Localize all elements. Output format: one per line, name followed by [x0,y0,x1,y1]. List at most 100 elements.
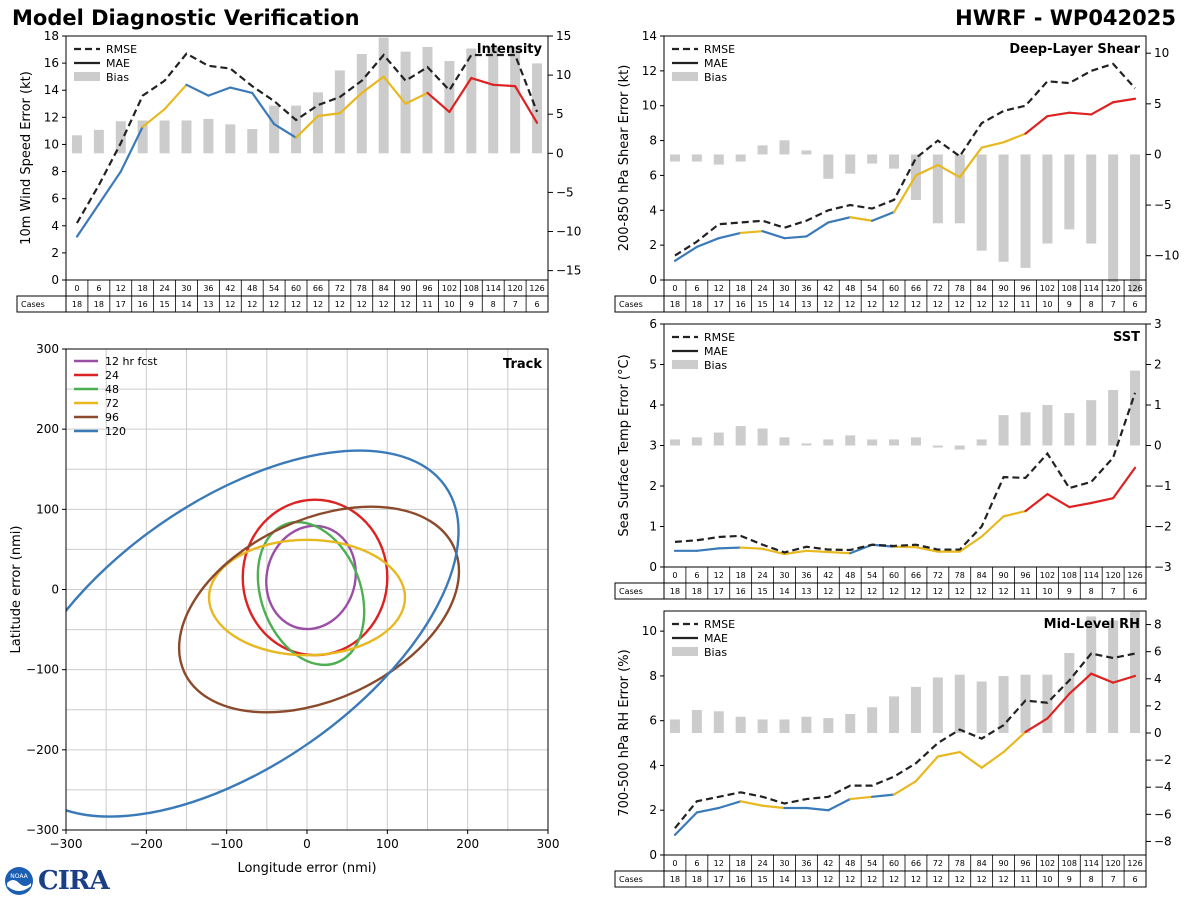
shear-table-case: 12 [845,300,855,309]
shear-table-case: 10 [1042,300,1052,309]
model-storm-title: HWRF - WP042025 [955,6,1176,30]
rh-bias-bar [845,714,856,733]
intensity-mae-segment [338,91,363,115]
shear-table-hour: 60 [889,284,899,293]
intensity-table-case: 8 [491,300,496,309]
rh-rmse-line [674,652,1136,829]
rh-table-hour: 78 [955,859,965,868]
shear-table-hour: 54 [867,284,877,293]
intensity-mae-segment [382,75,407,105]
logo-area: NOAA CIRA [4,866,110,896]
shear-table-hour: 114 [1084,284,1099,293]
shear-legend-mae: MAE [704,57,728,70]
intensity-table-case: 12 [247,300,257,309]
shear-table-case: 16 [736,300,746,309]
rh-table-hour: 0 [672,859,677,868]
intensity-bias-bar [444,61,455,154]
rh-legend-rmse: RMSE [704,618,735,631]
shear-ytick-label: 12 [642,64,657,78]
sst-table-hour: 0 [672,571,677,580]
shear-bias-bar [998,154,1009,262]
sst-mae-segment [1090,497,1115,505]
intensity-table-case: 12 [313,300,323,309]
sst-table-hour: 102 [1040,571,1055,580]
sst-table-hour: 90 [998,571,1008,580]
rh-table-hour: 96 [1020,859,1030,868]
sst-bias-bar [735,426,746,446]
shear-mae-segment [1068,111,1093,116]
intensity-bias-bar [532,63,543,154]
rh-table-case: 12 [845,875,855,884]
sst-table-case: 11 [1020,587,1030,596]
rh-y2tick-label: 2 [1154,699,1162,713]
shear-table-hour: 108 [1062,284,1077,293]
sst-ytick-label: 2 [649,479,657,493]
intensity-bias-bar [181,120,192,154]
track-ytick-label: 100 [36,502,59,516]
rh-legend-bias-swatch [672,647,698,656]
shear-y2tick-label: −10 [1154,249,1179,263]
intensity-table-hour: 6 [96,284,101,293]
track-ytick-label: 200 [36,422,59,436]
sst-table-case: 15 [757,587,767,596]
intensity-table-hour: 60 [291,284,301,293]
shear-mae-segment [958,146,983,179]
track-ellipse-72 [207,538,407,657]
intensity-table-case: 14 [181,300,191,309]
sst-mae-segment [827,550,852,555]
intensity-table-hour: 42 [225,284,235,293]
shear-ytick-label: 4 [649,203,657,217]
sst-bias-bar [976,439,987,446]
shear-table-hour: 30 [779,284,789,293]
sst-mae-segment [805,549,830,554]
intensity-table-cases-row [16,295,549,313]
shear-ytick-label: 10 [642,99,657,113]
shear-mae-segment [980,141,1005,149]
sst-legend-bias: Bias [704,359,727,372]
shear-ytick-label: 14 [642,29,657,43]
track-xtick-label: 300 [537,837,560,851]
intensity-ytick-label: 8 [51,165,59,179]
rh-y2tick-label: 4 [1154,672,1162,686]
sst-mae-segment [783,549,808,556]
sst-mae-segment [717,546,742,550]
cira-logo: CIRA [38,866,110,896]
intensity-mae-segment [185,83,210,97]
shear-ytick-label: 8 [649,134,657,148]
intensity-bias-bar [291,105,302,154]
intensity-ytick-label: 18 [44,29,59,43]
intensity-table-hour: 120 [507,284,522,293]
sst-bias-bar [823,439,834,446]
shear-mae-segment [695,237,720,248]
intensity-ytick-label: 12 [44,110,59,124]
intensity-ytick-label: 2 [51,246,59,260]
shear-mae-segment [739,230,764,235]
sst-mae-segment [1068,501,1093,509]
intensity-bias-bar [488,46,499,154]
track-xlabel: Longitude error (nmi) [237,861,376,876]
rh-ytick-label: 6 [649,714,657,728]
rh-table-hour: 30 [779,859,789,868]
sst-bias-bar [867,439,878,446]
rh-mae-segment [739,800,764,807]
sst-y2tick-label: 0 [1154,439,1162,453]
intensity-bias-bar [137,120,148,154]
intensity-bias-bar [159,120,170,154]
shear-table-case: 11 [1020,300,1030,309]
intensity-ytick-label: 4 [51,219,59,233]
track-ellipse-48 [256,520,366,667]
intensity-mae-segment [273,123,298,139]
shear-bias-bar [1042,154,1053,244]
intensity-table-case: 12 [400,300,410,309]
sst-table-hour: 48 [845,571,855,580]
rh-table-case: 9 [1067,875,1072,884]
intensity-bias-bar [203,118,214,154]
track-title: Track [503,357,542,372]
shear-table-hour: 90 [998,284,1008,293]
shear-table-hour: 120 [1105,284,1120,293]
shear-mae-segment [805,221,830,238]
shear-title: Deep-Layer Shear [1009,42,1140,57]
rh-table-hour: 48 [845,859,855,868]
